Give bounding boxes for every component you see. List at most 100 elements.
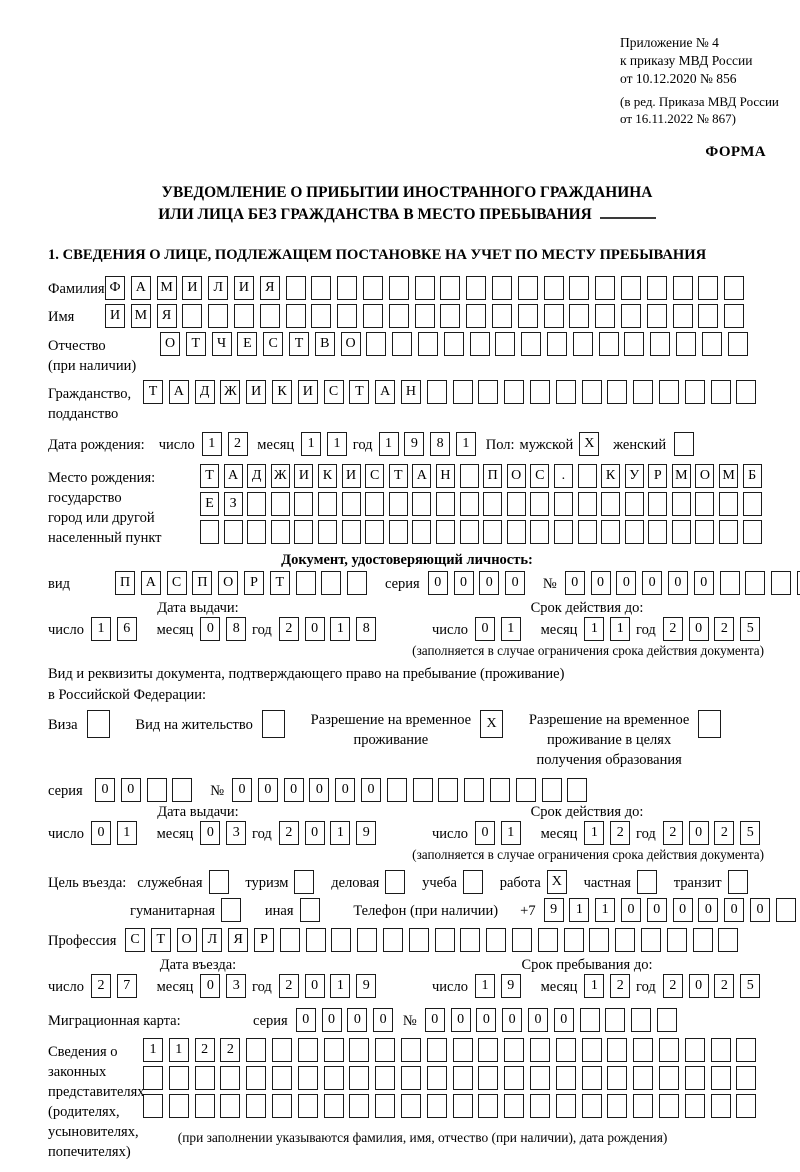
char-cell-empty — [412, 519, 432, 544]
char-cell-filled: 0 — [527, 1008, 548, 1033]
char-cell-empty — [504, 1038, 525, 1063]
char-cell-empty — [208, 303, 229, 328]
char-cell-filled: 2 — [610, 974, 631, 999]
char-cell-empty — [771, 571, 792, 596]
char-cell-empty — [270, 491, 290, 516]
purpose-option-label: иная — [264, 903, 294, 920]
char-cell-empty — [569, 275, 590, 300]
char-cell-empty — [143, 1066, 163, 1091]
char-cell-empty — [719, 571, 740, 596]
temp-residence-checkbox: X — [480, 710, 509, 739]
char-cell-empty — [605, 1008, 626, 1033]
char-cell-empty — [294, 870, 315, 895]
char-cell-empty — [624, 491, 644, 516]
char-cell-empty — [620, 303, 641, 328]
char-cell-filled: 1 — [301, 431, 322, 456]
char-cell-filled: Т — [200, 463, 219, 488]
char-cell-empty — [675, 331, 696, 356]
char-cell-empty — [323, 1038, 344, 1063]
char-cell-filled: С — [166, 571, 187, 596]
number-label: № — [210, 783, 225, 800]
char-cell-filled: С — [530, 463, 550, 488]
birthplace-label-line: населенный пункт — [48, 529, 162, 546]
validity-note: (заполняется в случае ограничения срока … — [412, 643, 764, 659]
char-cell-filled: Р — [253, 928, 274, 953]
char-cell-filled: 0 — [642, 571, 663, 596]
sex-female-label: женский — [613, 436, 667, 453]
char-cell-empty — [220, 1094, 241, 1119]
char-cell-empty — [337, 275, 358, 300]
sex-male-checkbox: X — [579, 431, 605, 456]
purpose-checkbox — [636, 870, 663, 895]
char-cell-filled: 0 — [553, 1008, 574, 1033]
char-cell-empty — [452, 379, 473, 404]
char-cell-empty — [200, 519, 219, 544]
char-cell-empty — [555, 1094, 576, 1119]
char-cell-empty — [341, 519, 361, 544]
char-cell-empty — [724, 303, 745, 328]
char-cell-empty — [710, 379, 731, 404]
purpose-option: иная — [264, 898, 325, 923]
doc-type-label: вид — [48, 576, 70, 593]
char-cell-empty — [392, 331, 413, 356]
char-cell-empty — [541, 778, 562, 803]
char-cell-filled: 2 — [278, 821, 299, 846]
char-cell-empty — [672, 303, 693, 328]
char-cell-empty — [317, 519, 337, 544]
char-cell-filled: 2 — [714, 974, 735, 999]
char-cell-filled: 2 — [194, 1038, 215, 1063]
char-cell-empty — [414, 275, 435, 300]
char-cell-filled: С — [125, 928, 145, 953]
char-cell-empty — [543, 275, 564, 300]
char-cell-filled: 0 — [479, 571, 500, 596]
legal-reps-label-line: (родителях, — [48, 1104, 120, 1121]
char-cell-empty — [331, 928, 352, 953]
char-cell-empty — [633, 1094, 654, 1119]
char-cell-filled: Я — [228, 928, 249, 953]
char-cell-filled: X — [546, 870, 567, 895]
char-cell-empty — [589, 928, 610, 953]
char-cell-filled: Н — [400, 379, 421, 404]
char-cell-filled: 8 — [356, 617, 377, 642]
legal-reps-label-line: Сведения о — [48, 1044, 118, 1061]
char-cell-empty — [607, 1066, 628, 1091]
char-cell-filled: 9 — [404, 431, 425, 456]
char-cell-filled: Н — [435, 463, 455, 488]
char-cell-filled: Е — [200, 491, 219, 516]
surname-label: Фамилия — [48, 280, 105, 297]
char-cell-empty — [742, 491, 762, 516]
char-cell-filled: Б — [742, 463, 762, 488]
char-cell-filled: 0 — [304, 821, 325, 846]
char-cell-filled: 0 — [688, 617, 709, 642]
char-cell-filled: 0 — [450, 1008, 471, 1033]
valid-until-heading: Срок действия до: — [530, 600, 644, 617]
entry-dates: Дата въезда: Срок пребывания до: число 2… — [48, 957, 766, 999]
char-cell-filled: О — [340, 331, 361, 356]
char-cell-filled: 0 — [120, 778, 141, 803]
char-cell-empty — [208, 870, 229, 895]
legal-reps-label-line: усыновителях, — [48, 1124, 139, 1141]
char-cell-filled: 0 — [616, 571, 637, 596]
identity-doc-heading: Документ, удостоверяющий личность: — [281, 551, 533, 568]
char-cell-filled: 0 — [564, 571, 585, 596]
sex-female-checkbox — [674, 431, 700, 456]
char-cell-empty — [341, 491, 361, 516]
char-cell-filled: 1 — [378, 431, 399, 456]
char-cell-empty — [400, 1094, 421, 1119]
temp-residence-education-label-line: получения образования — [536, 752, 682, 769]
char-cell-empty — [646, 303, 667, 328]
char-cell-filled: Т — [349, 379, 370, 404]
char-cell-empty — [375, 1066, 396, 1091]
char-cell-filled: X — [579, 431, 600, 456]
purpose-option-label: служебная — [137, 875, 203, 892]
char-cell-empty — [671, 491, 691, 516]
char-cell-filled: 9 — [500, 974, 521, 999]
